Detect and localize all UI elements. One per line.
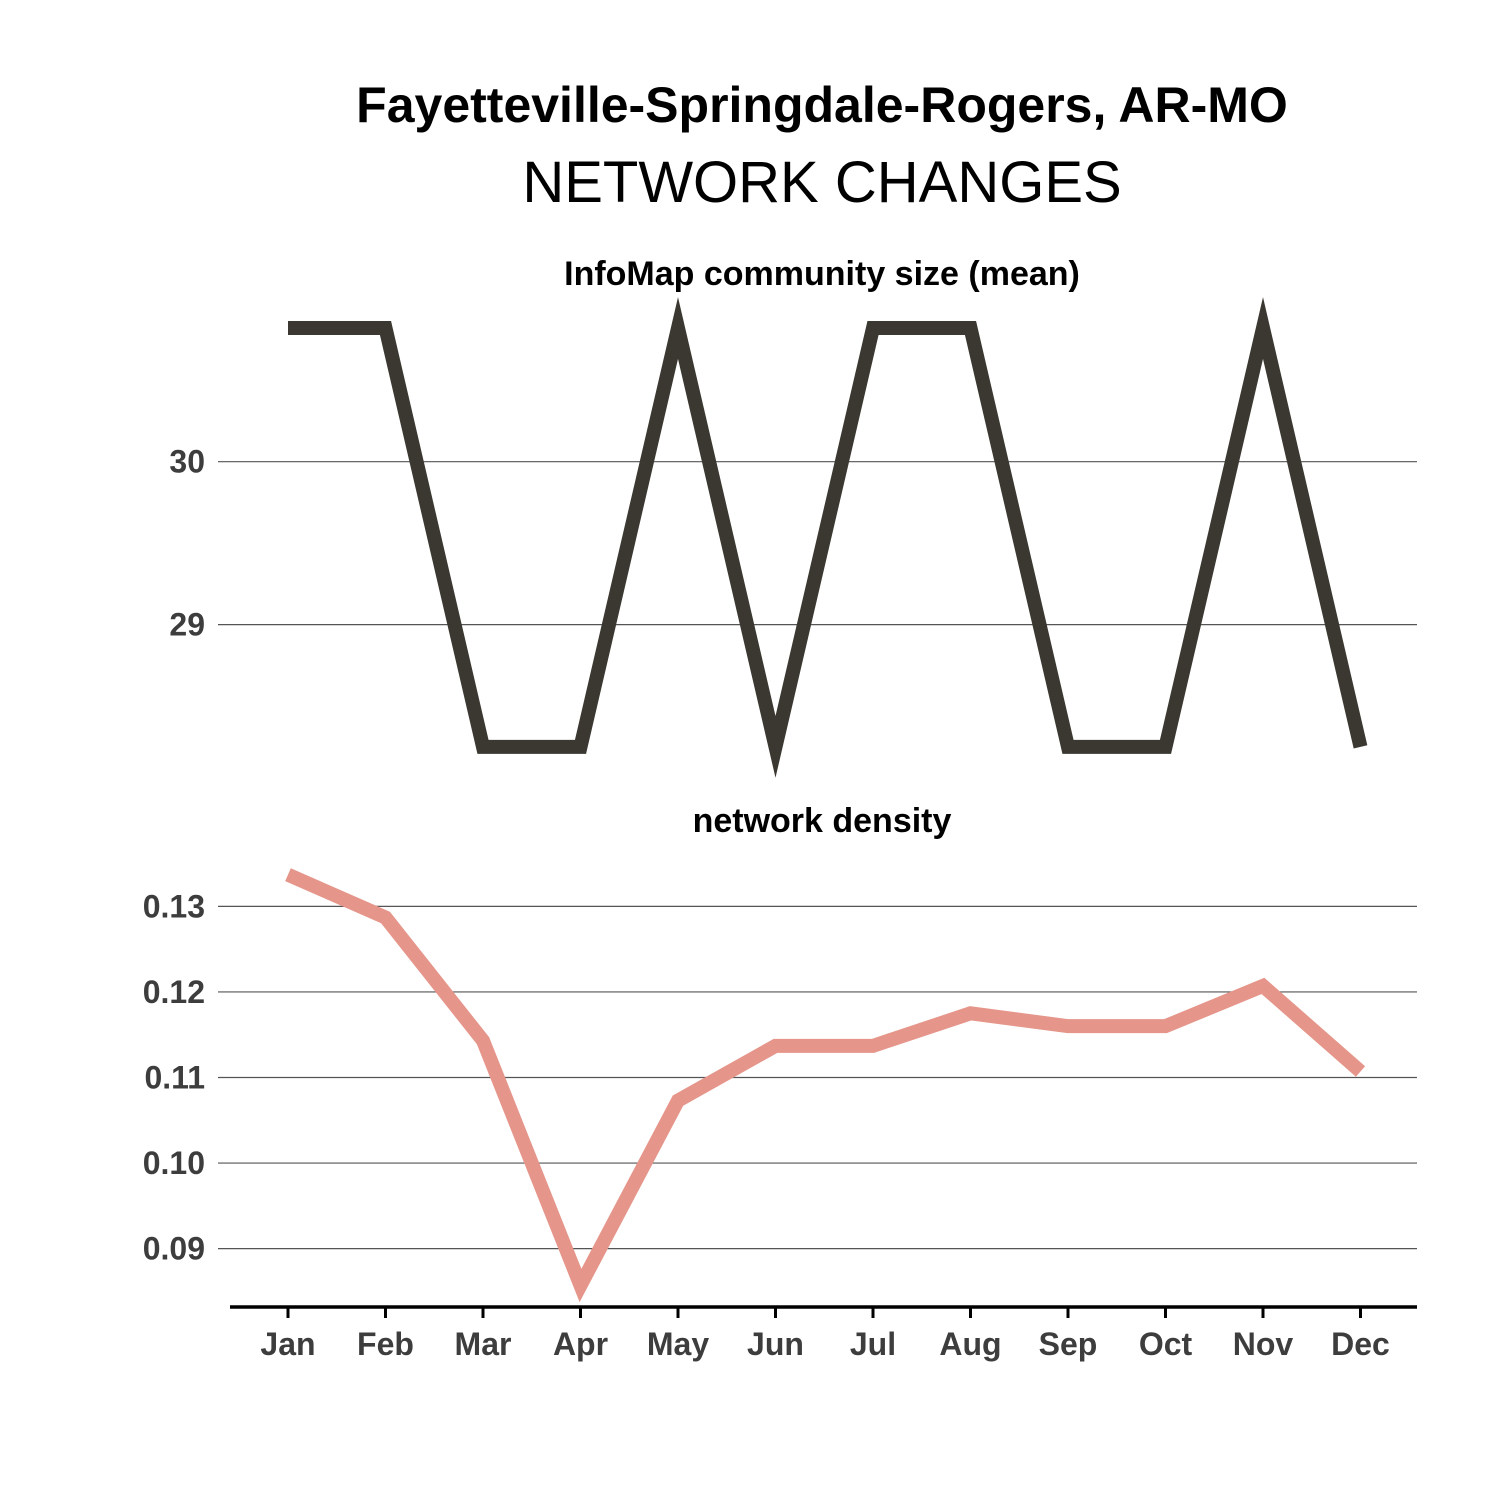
x-tick-label: Oct xyxy=(1139,1326,1193,1362)
chart-title: Fayetteville-Springdale-Rogers, AR-MO xyxy=(356,77,1288,133)
y-tick-label: 29 xyxy=(169,607,205,643)
x-tick-label: Feb xyxy=(357,1326,414,1362)
community-size-series xyxy=(288,297,1368,778)
y-tick-label: 0.12 xyxy=(143,974,205,1010)
network-density-series xyxy=(285,868,1366,1303)
x-tick-label: Jan xyxy=(260,1326,315,1362)
network-density-y-ticks: 0.09 0.10 0.11 0.12 0.13 xyxy=(143,888,205,1266)
network-density-gridlines xyxy=(218,905,1417,1250)
x-tick-label: May xyxy=(647,1326,709,1362)
x-tick-label: Aug xyxy=(939,1326,1001,1362)
x-tick-label: Dec xyxy=(1331,1326,1390,1362)
panel-title-network-density: network density xyxy=(693,802,952,840)
community-size-y-ticks: 29 30 xyxy=(169,444,205,643)
x-tick-label: Jul xyxy=(850,1326,896,1362)
y-tick-label: 0.10 xyxy=(143,1145,205,1181)
x-axis: Jan Feb Mar Apr May Jun Jul Aug Sep Oct Nov Dec xyxy=(260,1307,1390,1362)
panel-network-density: network density 0.09 0.10 0.11 0.12 0.13 xyxy=(143,802,1417,1303)
x-tick-label: Jun xyxy=(747,1326,804,1362)
y-tick-label: 30 xyxy=(169,444,205,480)
x-tick-label: Mar xyxy=(455,1326,512,1362)
community-size-line xyxy=(288,297,1368,778)
chart-subtitle: NETWORK CHANGES xyxy=(522,150,1121,215)
network-density-line xyxy=(285,868,1366,1303)
panel-title-community-size: InfoMap community size (mean) xyxy=(564,255,1080,293)
y-tick-label: 0.09 xyxy=(143,1231,205,1267)
panel-community-size: InfoMap community size (mean) 29 30 xyxy=(169,255,1417,778)
x-tick-label: Sep xyxy=(1039,1326,1098,1362)
y-tick-label: 0.13 xyxy=(143,888,205,924)
x-tick-label: Apr xyxy=(553,1326,608,1362)
y-tick-label: 0.11 xyxy=(144,1060,205,1096)
x-tick-label: Nov xyxy=(1233,1326,1294,1362)
